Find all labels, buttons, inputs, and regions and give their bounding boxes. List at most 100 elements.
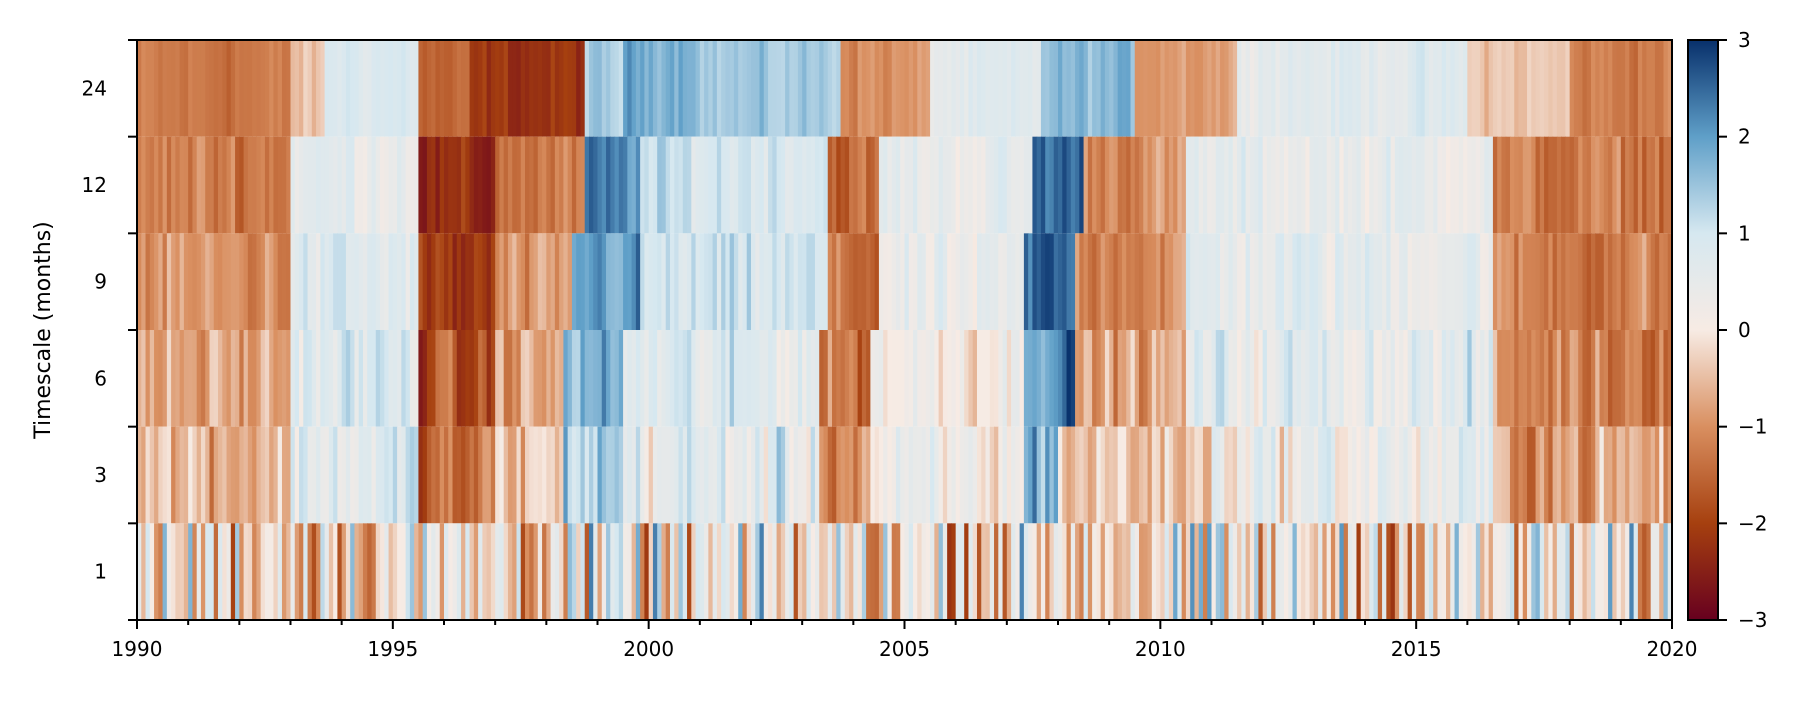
heatmap-cell <box>414 330 420 427</box>
heatmap-cell <box>371 233 377 330</box>
heatmap-cell <box>780 233 786 330</box>
heatmap-cell <box>1228 136 1234 234</box>
heatmap-cell <box>563 136 569 234</box>
heatmap-cell <box>857 426 863 524</box>
heatmap-cell <box>1130 330 1136 427</box>
heatmap-cell <box>337 233 343 330</box>
heatmap-cell <box>1296 523 1302 620</box>
heatmap-cell <box>1292 233 1298 330</box>
heatmap-cell <box>235 40 240 137</box>
heatmap-cell <box>810 523 816 620</box>
heatmap-cell <box>1062 523 1068 620</box>
heatmap-cell <box>976 426 982 524</box>
heatmap-cell <box>328 330 334 427</box>
heatmap-cell <box>1616 426 1622 524</box>
heatmap-cell <box>1522 523 1528 620</box>
heatmap-cell <box>1637 523 1643 620</box>
heatmap-cell <box>1343 233 1349 330</box>
heatmap-cell <box>1497 136 1503 234</box>
heatmap-cell <box>1480 330 1485 427</box>
heatmap-cell <box>1168 523 1174 620</box>
heatmap-cell <box>964 426 970 524</box>
heatmap-cell <box>908 330 914 427</box>
heatmap-cell <box>891 136 897 234</box>
heatmap-cell <box>1134 523 1140 620</box>
heatmap-cell <box>1352 40 1358 137</box>
heatmap-cell <box>277 233 283 330</box>
heatmap-cell <box>1544 136 1549 234</box>
heatmap-cell <box>1569 523 1575 620</box>
heatmap-cell <box>175 330 181 427</box>
heatmap-cell <box>1446 330 1451 427</box>
heatmap-cell <box>1070 330 1076 427</box>
heatmap-cell <box>1053 523 1059 620</box>
heatmap-cell <box>533 136 539 234</box>
heatmap-cell <box>1501 330 1507 427</box>
heatmap-cell <box>439 523 445 620</box>
heatmap-cell <box>1441 330 1447 427</box>
heatmap-cell <box>968 136 974 234</box>
heatmap-cell <box>1642 426 1648 524</box>
heatmap-cell <box>426 40 432 137</box>
heatmap-cell <box>316 426 321 524</box>
heatmap-cell <box>576 330 582 427</box>
heatmap-cell <box>1535 136 1541 234</box>
heatmap-cell <box>755 233 761 330</box>
heatmap-cell <box>1629 40 1635 137</box>
heatmap-cell <box>1403 330 1409 427</box>
heatmap-cell <box>913 136 918 234</box>
heatmap-cell <box>1117 40 1123 137</box>
heatmap-cell <box>149 523 155 620</box>
heatmap-cell <box>218 426 223 524</box>
heatmap-cell <box>878 40 884 137</box>
heatmap-cell <box>1458 330 1464 427</box>
heatmap-cell <box>917 233 923 330</box>
heatmap-cell <box>1032 426 1038 524</box>
heatmap-cell <box>1522 233 1528 330</box>
heatmap-cell <box>721 523 727 620</box>
heatmap-cell <box>998 330 1004 427</box>
heatmap-cell <box>1266 523 1272 620</box>
heatmap-cell <box>1394 330 1400 427</box>
heatmap-cell <box>1535 426 1541 524</box>
heatmap-cell <box>1147 40 1153 137</box>
heatmap-cell <box>439 426 445 524</box>
heatmap-cell <box>652 233 658 330</box>
heatmap-cell <box>1428 233 1434 330</box>
heatmap-cell <box>418 330 424 427</box>
heatmap-cell <box>844 136 850 234</box>
heatmap-cell <box>392 136 398 234</box>
heatmap-cell <box>1578 136 1584 234</box>
heatmap-cell <box>674 330 680 427</box>
heatmap-cell <box>1258 523 1264 620</box>
heatmap-cell <box>802 233 808 330</box>
heatmap-cell <box>1045 233 1051 330</box>
heatmap-cell <box>836 136 842 234</box>
heatmap-cell <box>1296 136 1302 234</box>
heatmap-cell <box>1667 426 1672 524</box>
heatmap-cell <box>252 233 257 330</box>
heatmap-cell <box>465 523 471 620</box>
heatmap-cell <box>942 40 948 137</box>
heatmap-cell <box>652 136 658 234</box>
heatmap-cell <box>934 233 940 330</box>
heatmap-cell <box>908 136 914 234</box>
heatmap-cell <box>1492 40 1498 137</box>
heatmap-cell <box>1181 233 1187 330</box>
heatmap-cell <box>1177 136 1183 234</box>
heatmap-cell <box>1544 426 1549 524</box>
heatmap-cell <box>1185 426 1191 524</box>
heatmap-cell <box>529 330 535 427</box>
heatmap-cell <box>1595 426 1601 524</box>
heatmap-cell <box>1254 330 1259 427</box>
heatmap-cell <box>682 330 688 427</box>
heatmap-cell <box>1637 426 1643 524</box>
heatmap-cell <box>1100 233 1106 330</box>
heatmap-cell <box>239 136 245 234</box>
heatmap-cell <box>644 233 650 330</box>
heatmap-cell <box>733 233 739 330</box>
heatmap-cell <box>1181 40 1187 137</box>
heatmap-cell <box>354 233 360 330</box>
heatmap-cell <box>380 523 385 620</box>
heatmap-cell <box>362 426 368 524</box>
